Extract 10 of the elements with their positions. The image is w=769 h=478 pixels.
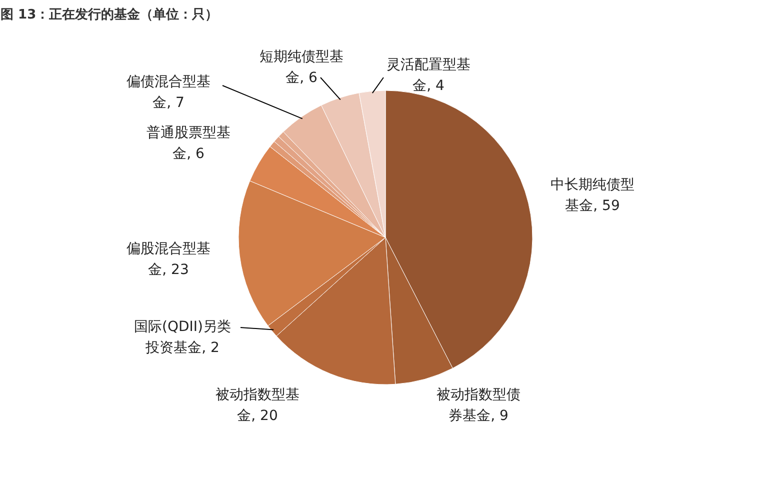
slice-label: 偏债混合型基金, 7 <box>126 74 210 111</box>
slice-label: 普通股票型基金, 6 <box>146 124 230 162</box>
slice-label: 被动指数型基金, 20 <box>216 387 300 424</box>
slice-label: 中长期纯债型基金, 59 <box>550 177 634 214</box>
chart-title: 图 13：正在发行的基金（单位：只） <box>0 6 218 22</box>
slice-label: 短期纯债型基金, 6 <box>260 49 344 86</box>
slice-label: 偏股混合型基金, 23 <box>126 241 210 278</box>
slice-label: 灵活配置型基金, 4 <box>386 57 470 94</box>
slice-label: 国际(QDII)另类投资基金, 2 <box>134 319 231 356</box>
slice-label: 被动指数型债券基金, 9 <box>436 387 520 424</box>
